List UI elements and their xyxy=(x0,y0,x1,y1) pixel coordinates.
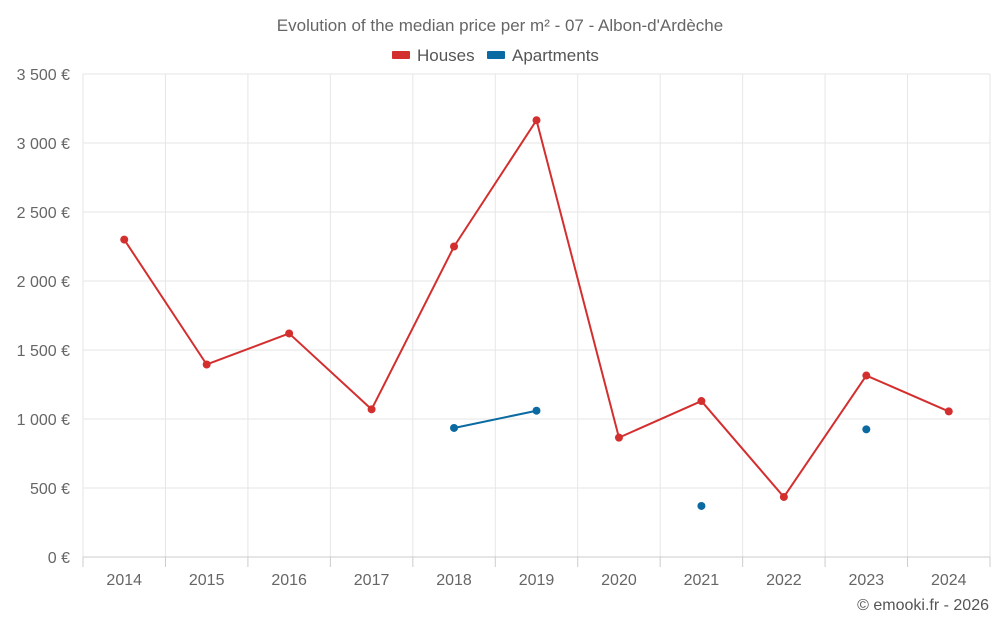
data-point-houses-2024[interactable] xyxy=(944,407,953,416)
credit: © emooki.fr - 2026 xyxy=(857,597,989,614)
legend-item-houses[interactable]: Houses xyxy=(392,46,475,65)
grid xyxy=(82,73,991,558)
series-line-apartments xyxy=(453,409,537,429)
x-tick-label: 2017 xyxy=(354,572,390,589)
y-axis-ticks: 0 € 500 € 1 000 € 1 500 € 2 000 € 2 500 € 3 00… xyxy=(17,67,70,567)
y-tick-label: 1 500 € xyxy=(17,343,70,360)
data-point-apartments-2023[interactable] xyxy=(862,425,871,434)
x-tick-label: 2015 xyxy=(189,572,225,589)
x-axis-ticks: 2014 2015 2016 2017 2018 2019 2020 2021 2022 2023… xyxy=(82,557,991,589)
y-tick-label: 2 500 € xyxy=(17,205,70,222)
data-point-houses-2021[interactable] xyxy=(697,397,706,406)
data-point-apartments-2021[interactable] xyxy=(697,501,706,510)
x-tick-label: 2019 xyxy=(519,572,555,589)
series-houses xyxy=(120,116,953,501)
data-point-houses-2022[interactable] xyxy=(779,492,788,501)
y-tick-label: 3 500 € xyxy=(17,67,70,84)
legend-swatch-apartments xyxy=(487,51,505,59)
data-point-houses-2018[interactable] xyxy=(450,242,459,251)
data-point-houses-2020[interactable] xyxy=(614,433,623,442)
y-tick-label: 0 € xyxy=(48,550,70,567)
x-tick-label: 2023 xyxy=(849,572,885,589)
series-apartments xyxy=(450,406,871,510)
y-tick-label: 500 € xyxy=(30,481,70,498)
chart-title: Evolution of the median price per m² - 0… xyxy=(277,16,723,35)
data-point-houses-2016[interactable] xyxy=(285,329,294,338)
x-tick-label: 2018 xyxy=(436,572,472,589)
legend-item-apartments[interactable]: Apartments xyxy=(487,46,599,65)
data-point-houses-2017[interactable] xyxy=(367,405,376,414)
y-tick-label: 1 000 € xyxy=(17,412,70,429)
x-tick-label: 2022 xyxy=(766,572,802,589)
x-tick-label: 2020 xyxy=(601,572,637,589)
data-point-houses-2019[interactable] xyxy=(532,116,541,125)
legend-label-apartments: Apartments xyxy=(512,46,599,65)
data-point-apartments-2018[interactable] xyxy=(450,423,459,432)
series-layer xyxy=(120,116,953,510)
legend: Houses Apartments xyxy=(392,46,599,65)
x-tick-label: 2024 xyxy=(931,572,967,589)
legend-swatch-houses xyxy=(392,51,410,59)
y-tick-label: 2 000 € xyxy=(17,274,70,291)
data-point-apartments-2019[interactable] xyxy=(532,406,541,415)
data-point-houses-2015[interactable] xyxy=(202,360,211,369)
y-tick-label: 3 000 € xyxy=(17,136,70,153)
x-tick-label: 2021 xyxy=(684,572,720,589)
legend-label-houses: Houses xyxy=(417,46,475,65)
x-tick-label: 2016 xyxy=(271,572,307,589)
data-point-houses-2014[interactable] xyxy=(120,235,129,244)
data-point-houses-2023[interactable] xyxy=(862,371,871,380)
x-tick-label: 2014 xyxy=(106,572,142,589)
